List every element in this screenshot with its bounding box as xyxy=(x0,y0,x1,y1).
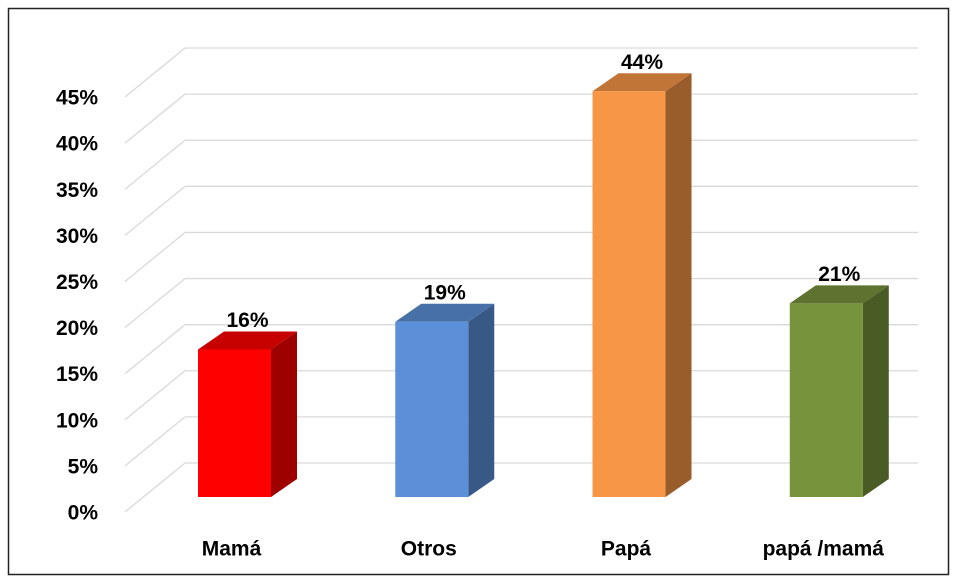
bar xyxy=(198,349,271,497)
y-tick-label: 25% xyxy=(56,271,98,294)
bar xyxy=(395,321,469,497)
bar xyxy=(592,91,666,497)
grid-line-side xyxy=(124,231,186,282)
bar-side xyxy=(468,303,495,497)
bar-side xyxy=(271,331,297,497)
y-tick-label: 0% xyxy=(68,502,99,525)
grid-line-side xyxy=(124,93,186,144)
y-tick-label: 35% xyxy=(56,179,98,202)
x-tick-label: papá /mamá xyxy=(763,538,885,561)
bar xyxy=(789,303,863,497)
data-label: 19% xyxy=(424,281,466,304)
y-tick-label: 20% xyxy=(56,317,98,340)
data-label: 16% xyxy=(226,309,268,332)
grid-line-side xyxy=(124,462,186,513)
y-tick-label: 40% xyxy=(56,133,98,156)
bar-side xyxy=(665,73,692,497)
bar-side xyxy=(862,285,889,497)
grid-line-side xyxy=(124,139,186,190)
grid-line-side xyxy=(124,185,186,236)
grid-line-side xyxy=(124,278,186,329)
y-tick-label: 10% xyxy=(56,409,98,432)
grid-line-side xyxy=(124,416,186,467)
grid-line-side xyxy=(124,324,186,375)
y-tick-label: 30% xyxy=(56,225,98,248)
data-label: 44% xyxy=(621,51,663,74)
bar-top xyxy=(198,331,297,350)
grid-line-side xyxy=(124,47,186,98)
y-tick-label: 5% xyxy=(68,455,99,478)
bar-top xyxy=(789,285,889,304)
data-label: 21% xyxy=(818,263,860,286)
bar-top xyxy=(395,303,495,322)
x-tick-label: Mamá xyxy=(202,538,262,561)
bar-top xyxy=(592,73,692,92)
y-tick-label: 45% xyxy=(56,87,98,110)
y-tick-label: 15% xyxy=(56,363,98,386)
grid-line-side xyxy=(124,370,186,421)
x-tick-label: Otros xyxy=(401,538,457,561)
x-tick-label: Papá xyxy=(601,538,652,561)
